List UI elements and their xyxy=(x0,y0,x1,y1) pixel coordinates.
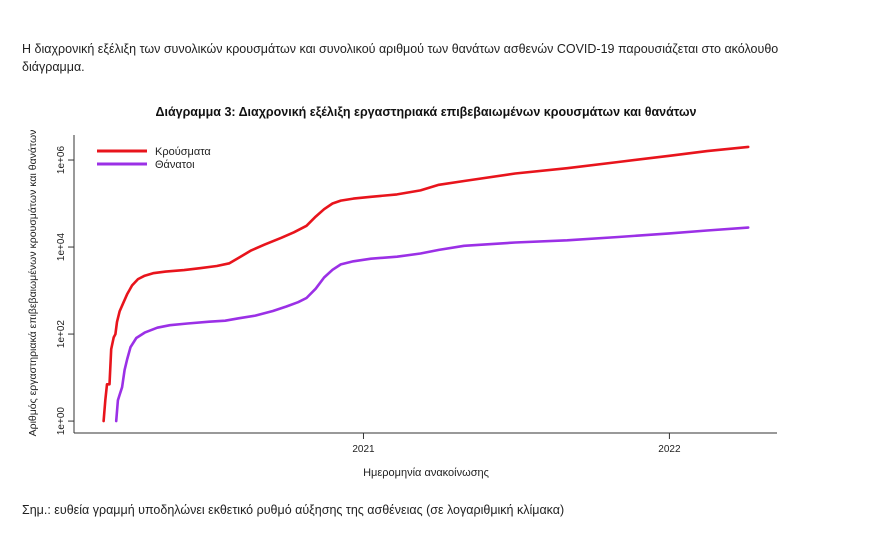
series-lines xyxy=(102,145,750,423)
y-tick-label-1: 1e+02 xyxy=(56,320,67,349)
y-tick-label-2: 1e+04 xyxy=(56,233,67,262)
x-axis-label: Ημερομηνία ανακοίνωσης xyxy=(363,467,489,479)
legend-label-cases: Κρούσματα xyxy=(155,146,211,158)
y-tick-label-3: 1e+06 xyxy=(56,146,67,175)
series-line-cases xyxy=(102,145,750,423)
y-axis-label: Αριθμός εργαστηριακά επιβεβαιωμένων κρου… xyxy=(27,130,39,437)
chart-title: Διάγραμμα 3: Διαχρονική εξέλιξη εργαστηρ… xyxy=(155,105,696,119)
y-axis-ticks: 1e+00 1e+02 1e+04 1e+06 xyxy=(56,146,74,436)
y-tick-label-0: 1e+00 xyxy=(56,407,67,436)
x-tick-label-1: 2022 xyxy=(658,444,681,455)
footnote: Σημ.: ευθεία γραμμή υποδηλώνει εκθετικό … xyxy=(22,503,565,517)
x-axis-ticks: 2021 2022 xyxy=(352,433,681,455)
intro-paragraph: Η διαχρονική εξέλιξη των συνολικών κρουσ… xyxy=(22,42,779,74)
series-line-deaths xyxy=(114,226,750,423)
legend: Κρούσματα Θάνατοι xyxy=(97,146,211,171)
legend-label-deaths: Θάνατοι xyxy=(155,159,195,171)
x-tick-label-0: 2021 xyxy=(352,444,375,455)
